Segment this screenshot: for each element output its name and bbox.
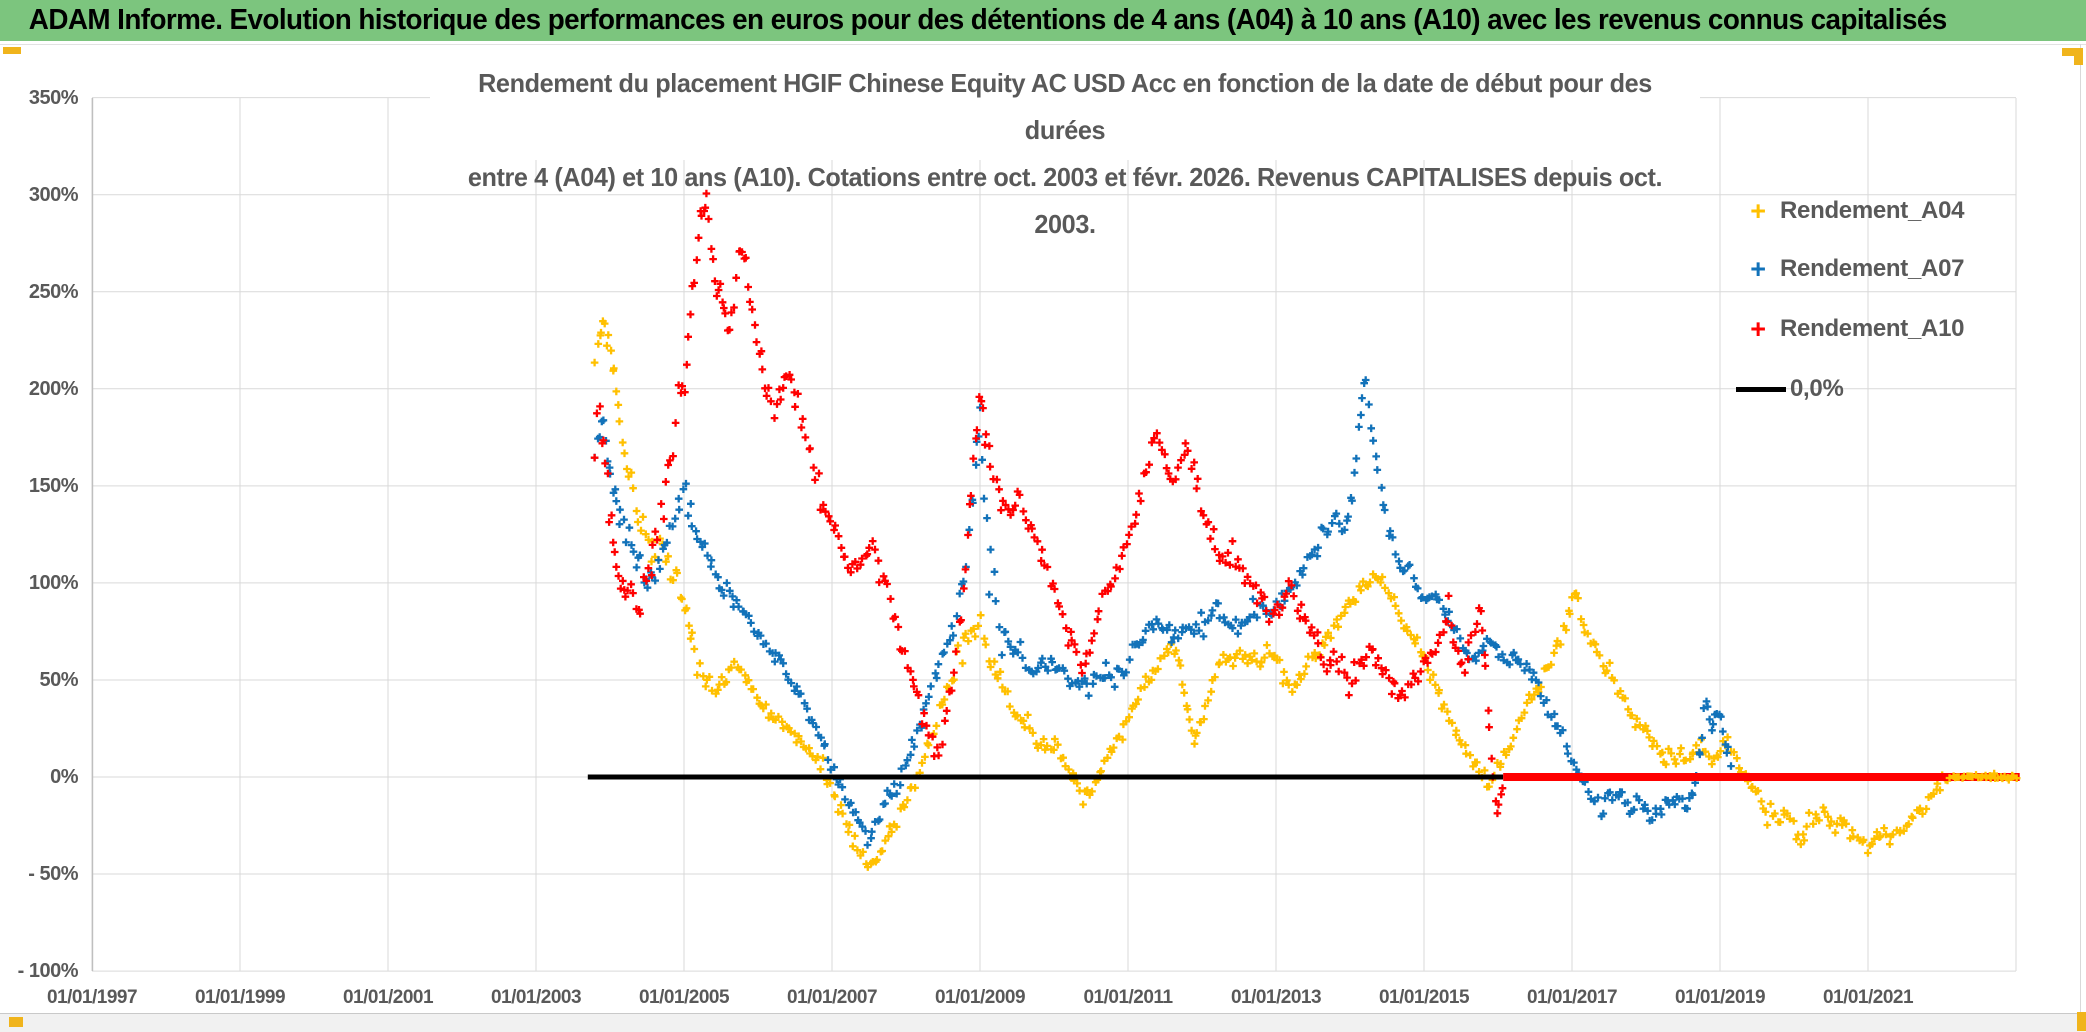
accent-top-left — [3, 47, 21, 54]
chart-right-border — [2080, 44, 2081, 1013]
window-header-title: ADAM Informe. Evolution historique des p… — [28, 4, 1947, 36]
x-axis-tick-label: 01/01/2017 — [1526, 987, 1618, 1008]
x-axis-tick-label: 01/01/2001 — [342, 987, 434, 1008]
x-axis-tick-label: 01/01/2019 — [1674, 987, 1766, 1008]
legend-item-rendement-a07[interactable]: + Rendement_A07 — [1736, 252, 1964, 286]
accent-bottom-left — [9, 1017, 23, 1027]
y-axis-tick-label: - 100% — [17, 960, 79, 983]
legend-item-zero-line[interactable]: 0,0% — [1736, 372, 1844, 406]
plus-marker-icon: + — [1750, 254, 1766, 284]
x-axis-tick-label: 01/01/2021 — [1822, 987, 1914, 1008]
x-axis-tick-label: 01/01/2015 — [1378, 987, 1470, 1008]
series-points-rendement_a10 — [590, 189, 1507, 818]
x-axis-tick-label: 01/01/1997 — [46, 987, 138, 1008]
header-divider — [0, 44, 2086, 45]
y-axis-tick-label: 250% — [28, 280, 79, 303]
y-axis-tick-label: 350% — [28, 86, 79, 109]
x-axis-tick-label: 01/01/2013 — [1230, 987, 1322, 1008]
bottom-strip — [0, 1013, 2086, 1032]
y-axis-tick-label: 200% — [28, 377, 79, 400]
accent-top-right — [2062, 48, 2083, 56]
chart-title-line2: entre 4 (A04) et 10 ans (A10). Cotations… — [467, 162, 1663, 239]
x-axis-tick-label: 01/01/1999 — [194, 987, 286, 1008]
accent-top-right-tab — [2074, 48, 2083, 65]
accent-bottom-right — [2077, 1012, 2086, 1031]
window-header: ADAM Informe. Evolution historique des p… — [0, 0, 2086, 41]
legend-label: Rendement_A10 — [1780, 315, 1965, 342]
legend-label: 0,0% — [1790, 375, 1844, 402]
legend-label: Rendement_A07 — [1780, 255, 1965, 282]
plus-marker-icon: + — [1750, 196, 1766, 226]
legend-item-rendement-a04[interactable]: + Rendement_A04 — [1736, 194, 1964, 228]
x-axis-tick-label: 01/01/2011 — [1083, 987, 1173, 1008]
y-axis-tick-label: 100% — [28, 571, 79, 594]
plus-marker-icon: + — [1750, 314, 1766, 344]
zero-line-swatch-icon — [1736, 386, 1786, 392]
chart-title-line1: Rendement du placement HGIF Chinese Equi… — [478, 68, 1652, 145]
x-axis-tick-label: 01/01/2007 — [786, 987, 878, 1008]
x-axis-tick-label: 01/01/2003 — [490, 987, 582, 1008]
a04-zero-tail-points — [1945, 769, 2021, 784]
x-axis-tick-label: 01/01/2009 — [934, 987, 1026, 1008]
y-axis-tick-label: 150% — [28, 474, 79, 497]
y-axis-tick-label: 50% — [39, 668, 78, 691]
y-axis-tick-label: - 50% — [28, 863, 78, 886]
legend-label: Rendement_A04 — [1780, 197, 1965, 224]
x-axis-tick-label: 01/01/2005 — [638, 987, 730, 1008]
y-axis-tick-label: 300% — [28, 183, 79, 206]
legend-item-rendement-a10[interactable]: + Rendement_A10 — [1736, 312, 1964, 346]
y-axis-tick-label: 0% — [50, 766, 78, 788]
chart-title: Rendement du placement HGIF Chinese Equi… — [430, 60, 1700, 239]
